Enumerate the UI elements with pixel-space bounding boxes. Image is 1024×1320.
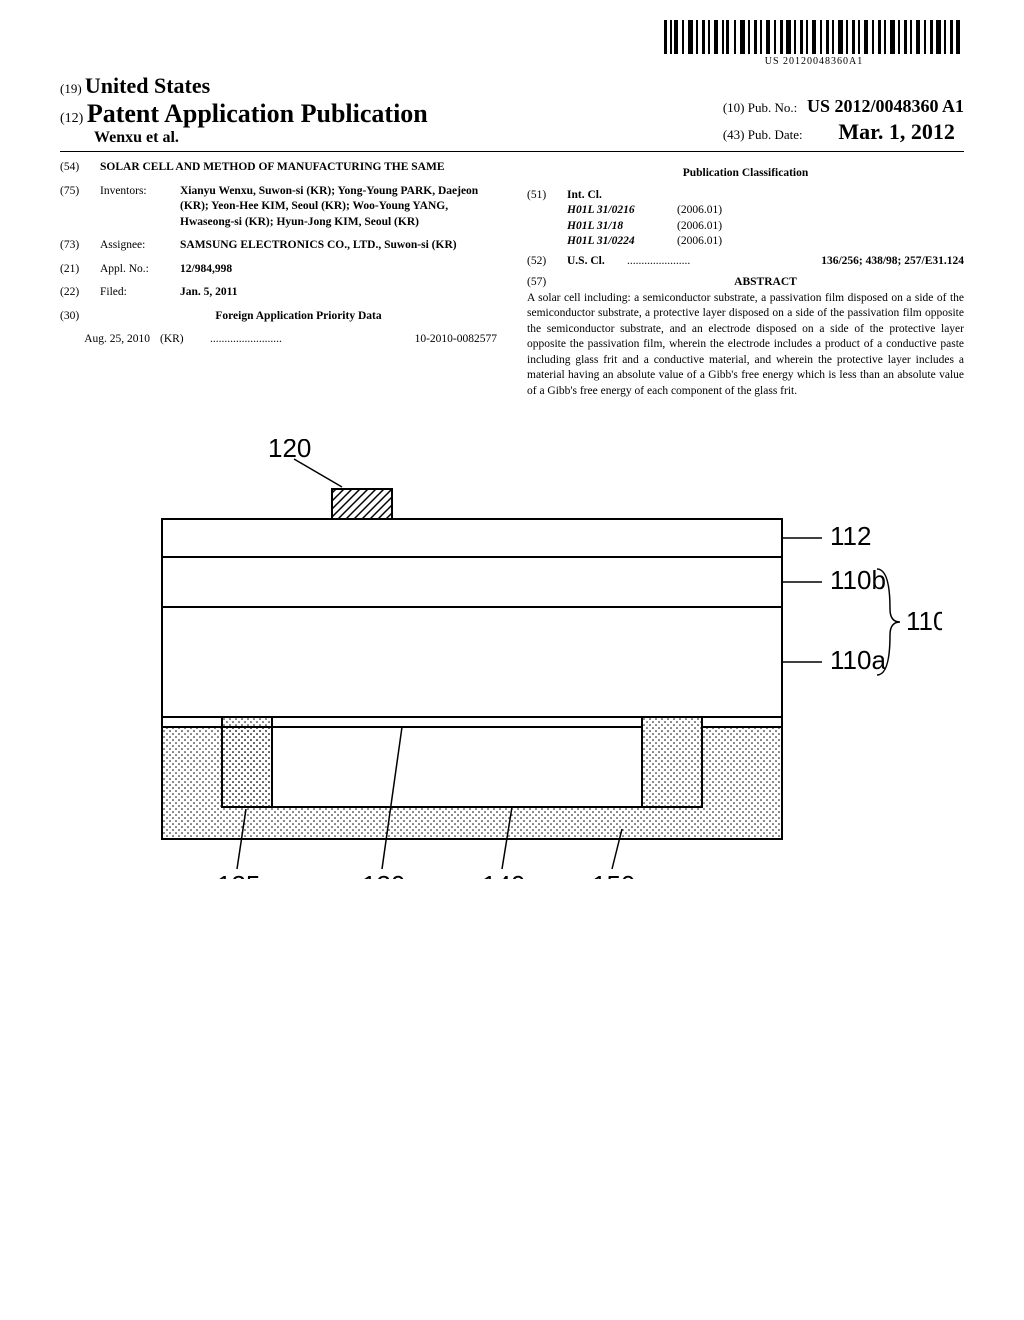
intcl-2-yr: (2006.01) <box>677 234 722 250</box>
right-column: Publication Classification (51) Int. Cl.… <box>527 160 964 399</box>
assignee-text: SAMSUNG ELECTRONICS CO., LTD., Suwon-si … <box>180 239 457 251</box>
pubdate-prefix: (43) <box>723 127 745 142</box>
intcl-code: (51) <box>527 188 567 204</box>
intcl-label: Int. Cl. <box>567 189 602 201</box>
label-130: 130 <box>362 870 405 879</box>
filed-code: (22) <box>60 285 100 301</box>
inventors-code: (75) <box>60 184 100 231</box>
inventors-label: Inventors: <box>100 184 180 231</box>
pubno-prefix: (10) <box>723 100 745 115</box>
barcode-svg <box>664 20 964 54</box>
country: United States <box>85 73 210 98</box>
foreign-date: Aug. 25, 2010 <box>60 332 160 348</box>
bibliographic-columns: (54) SOLAR CELL AND METHOD OF MANUFACTUR… <box>60 160 964 399</box>
assignee-value: SAMSUNG ELECTRONICS CO., LTD., Suwon-si … <box>180 238 497 254</box>
barcode-number: US 20120048360A1 <box>664 56 964 67</box>
authors: Wenxu et al. <box>94 129 428 147</box>
uscl-code: (52) <box>527 254 567 270</box>
figure-svg: 120 112 110b 110a 110 135 130 140 150 <box>82 439 942 879</box>
foreign-num: 10-2010-0082577 <box>415 332 497 348</box>
filed-label: Filed: <box>100 285 180 301</box>
header-right: (10) Pub. No.: US 2012/0048360 A1 (43) P… <box>723 96 964 147</box>
intcl-2-cls: H01L 31/0224 <box>567 234 677 250</box>
intcl-1-cls: H01L 31/18 <box>567 219 677 235</box>
invention-title: SOLAR CELL AND METHOD OF MANUFACTURING T… <box>100 161 445 173</box>
foreign-country: (KR) <box>160 332 210 348</box>
assignee-label: Assignee: <box>100 238 180 254</box>
pubdate: Mar. 1, 2012 <box>838 119 955 144</box>
uscl-label: U.S. Cl. <box>567 255 605 267</box>
abstract-title: ABSTRACT <box>734 276 797 288</box>
label-110: 110 <box>906 606 942 636</box>
intcl-0-yr: (2006.01) <box>677 203 722 219</box>
label-112: 112 <box>830 521 871 551</box>
intcl-1-yr: (2006.01) <box>677 219 722 235</box>
pubno-label: Pub. No.: <box>748 100 797 115</box>
figure: 120 112 110b 110a 110 135 130 140 150 <box>60 439 964 879</box>
label-135: 135 <box>217 870 260 879</box>
label-150: 150 <box>592 870 635 879</box>
barcode-area: US 20120048360A1 <box>60 20 964 69</box>
header: (19) United States (12) Patent Applicati… <box>60 73 964 152</box>
pubno: US 2012/0048360 A1 <box>807 96 964 116</box>
applno-value: 12/984,998 <box>180 263 232 275</box>
header-left: (19) United States (12) Patent Applicati… <box>60 73 428 147</box>
label-120: 120 <box>268 439 311 463</box>
classification-title: Publication Classification <box>527 166 964 182</box>
abstract-code: (57) <box>527 275 567 291</box>
inventors-text: Xianyu Wenxu, Suwon-si (KR); Yong-Young … <box>180 185 478 228</box>
foreign-code: (30) <box>60 309 100 325</box>
foreign-dots: ......................... <box>210 332 415 348</box>
foreign-title: Foreign Application Priority Data <box>215 310 381 322</box>
title-code: (54) <box>60 160 100 176</box>
barcode: US 20120048360A1 <box>664 20 964 67</box>
filed-value: Jan. 5, 2011 <box>180 286 238 298</box>
uscl-dots: ...................... <box>627 254 821 270</box>
uscl-value: 136/256; 438/98; 257/E31.124 <box>821 254 964 270</box>
label-110b: 110b <box>830 565 886 595</box>
label-140: 140 <box>482 870 525 879</box>
pubdate-label: Pub. Date: <box>748 127 803 142</box>
doc-type: Patent Application Publication <box>87 99 428 128</box>
assignee-code: (73) <box>60 238 100 254</box>
left-column: (54) SOLAR CELL AND METHOD OF MANUFACTUR… <box>60 160 497 399</box>
abstract-text: A solar cell including: a semiconductor … <box>527 291 964 400</box>
applno-label: Appl. No.: <box>100 262 180 278</box>
intcl-0-cls: H01L 31/0216 <box>567 203 677 219</box>
doc-prefix: (12) <box>60 111 83 126</box>
label-110a: 110a <box>830 645 886 675</box>
country-prefix: (19) <box>60 81 82 96</box>
inventors-list: Xianyu Wenxu, Suwon-si (KR); Yong-Young … <box>180 184 497 231</box>
applno-code: (21) <box>60 262 100 278</box>
